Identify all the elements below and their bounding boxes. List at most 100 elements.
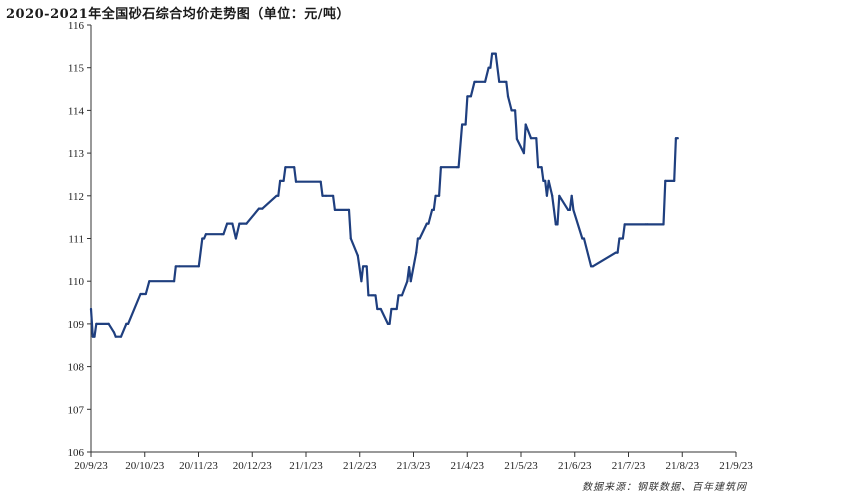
x-tick-label: 20/12/23 <box>233 460 273 472</box>
data-point <box>93 335 96 338</box>
data-point <box>545 194 549 197</box>
data-point <box>484 80 487 83</box>
series-line-0 <box>89 52 679 338</box>
data-point <box>466 95 469 98</box>
x-tick-label: 21/3/23 <box>397 460 431 472</box>
data-point <box>234 237 237 240</box>
data-point <box>568 208 572 211</box>
data-point <box>333 208 336 211</box>
data-point <box>203 237 206 240</box>
data-point <box>544 179 547 182</box>
data-point <box>119 335 123 338</box>
x-tick-label: 21/9/23 <box>719 460 753 472</box>
data-point <box>662 223 665 226</box>
x-tick-label: 21/6/23 <box>558 460 592 472</box>
data-point <box>489 66 492 69</box>
data-point <box>535 137 538 140</box>
data-point <box>572 208 575 211</box>
data-point <box>141 292 144 296</box>
data-point <box>112 331 116 334</box>
y-tick-label: 107 <box>68 404 85 416</box>
data-point <box>144 292 147 296</box>
chart-title: 2020-2021年全国砂石综合均价走势图（单位：元/吨） <box>6 7 351 22</box>
data-point <box>674 137 678 140</box>
data-point <box>491 52 494 55</box>
data-point <box>279 179 282 182</box>
data-point <box>282 179 285 182</box>
data-point <box>455 166 458 169</box>
data-point <box>618 237 621 240</box>
y-tick-label: 112 <box>68 191 84 203</box>
y-tick-label: 116 <box>68 20 85 32</box>
data-point <box>434 194 437 197</box>
data-point <box>173 280 176 283</box>
data-point <box>114 335 117 338</box>
data-point <box>664 179 667 182</box>
y-tick-label: 115 <box>68 63 85 75</box>
x-tick-label: 21/2/23 <box>343 460 377 472</box>
data-point <box>415 251 418 254</box>
data-point <box>284 166 287 169</box>
data-point <box>427 222 430 225</box>
data-point <box>125 322 128 325</box>
data-point <box>139 292 142 296</box>
x-tick-label: 20/10/23 <box>125 460 165 472</box>
data-point <box>438 194 441 197</box>
data-point <box>238 222 241 225</box>
data-point <box>91 335 94 338</box>
data-point <box>409 280 412 283</box>
data-point <box>673 179 676 182</box>
data-point <box>475 80 478 83</box>
data-point <box>510 109 513 112</box>
data-point <box>524 123 527 126</box>
data-point <box>676 137 679 140</box>
data-point <box>487 66 490 69</box>
y-tick-label: 109 <box>68 319 85 331</box>
x-tick-label: 20/9/23 <box>74 460 108 472</box>
data-point <box>432 208 435 211</box>
data-point <box>581 237 584 240</box>
data-point <box>554 223 557 226</box>
data-point <box>390 307 393 311</box>
data-point <box>392 307 395 311</box>
data-point <box>107 322 110 325</box>
data-point <box>321 194 324 197</box>
data-point <box>275 194 278 197</box>
data-point <box>324 194 328 197</box>
data-point <box>374 294 377 297</box>
data-point <box>505 80 508 83</box>
data-point <box>503 80 506 83</box>
y-axis: 106 107 108 109 110 111 112 113 114 115 116 <box>68 20 92 459</box>
data-point <box>582 237 586 240</box>
x-tick-label: 20/11/23 <box>179 460 218 472</box>
data-point <box>468 95 471 98</box>
data-point <box>547 179 550 182</box>
data-point <box>567 208 570 211</box>
data-point <box>552 208 556 211</box>
y-tick-label: 111 <box>68 234 84 246</box>
data-point <box>515 137 519 141</box>
data-point <box>464 123 467 126</box>
data-point <box>529 137 533 140</box>
data-point <box>614 251 617 254</box>
data-point <box>95 322 98 325</box>
data-point <box>362 265 365 268</box>
data-point <box>590 265 593 268</box>
data-point <box>370 294 374 297</box>
data-point <box>293 166 296 169</box>
data-point <box>294 180 298 183</box>
data-point <box>621 237 625 240</box>
data-point <box>89 307 93 311</box>
data-point <box>204 233 207 236</box>
data-point <box>376 307 379 311</box>
data-point <box>397 294 400 297</box>
series-layer <box>89 52 679 338</box>
data-point <box>349 237 352 240</box>
data-point <box>616 251 619 254</box>
data-point <box>492 52 495 55</box>
data-point <box>360 280 363 283</box>
x-tick-label: 21/8/23 <box>665 460 699 472</box>
data-point <box>178 265 181 268</box>
data-point <box>367 294 370 297</box>
